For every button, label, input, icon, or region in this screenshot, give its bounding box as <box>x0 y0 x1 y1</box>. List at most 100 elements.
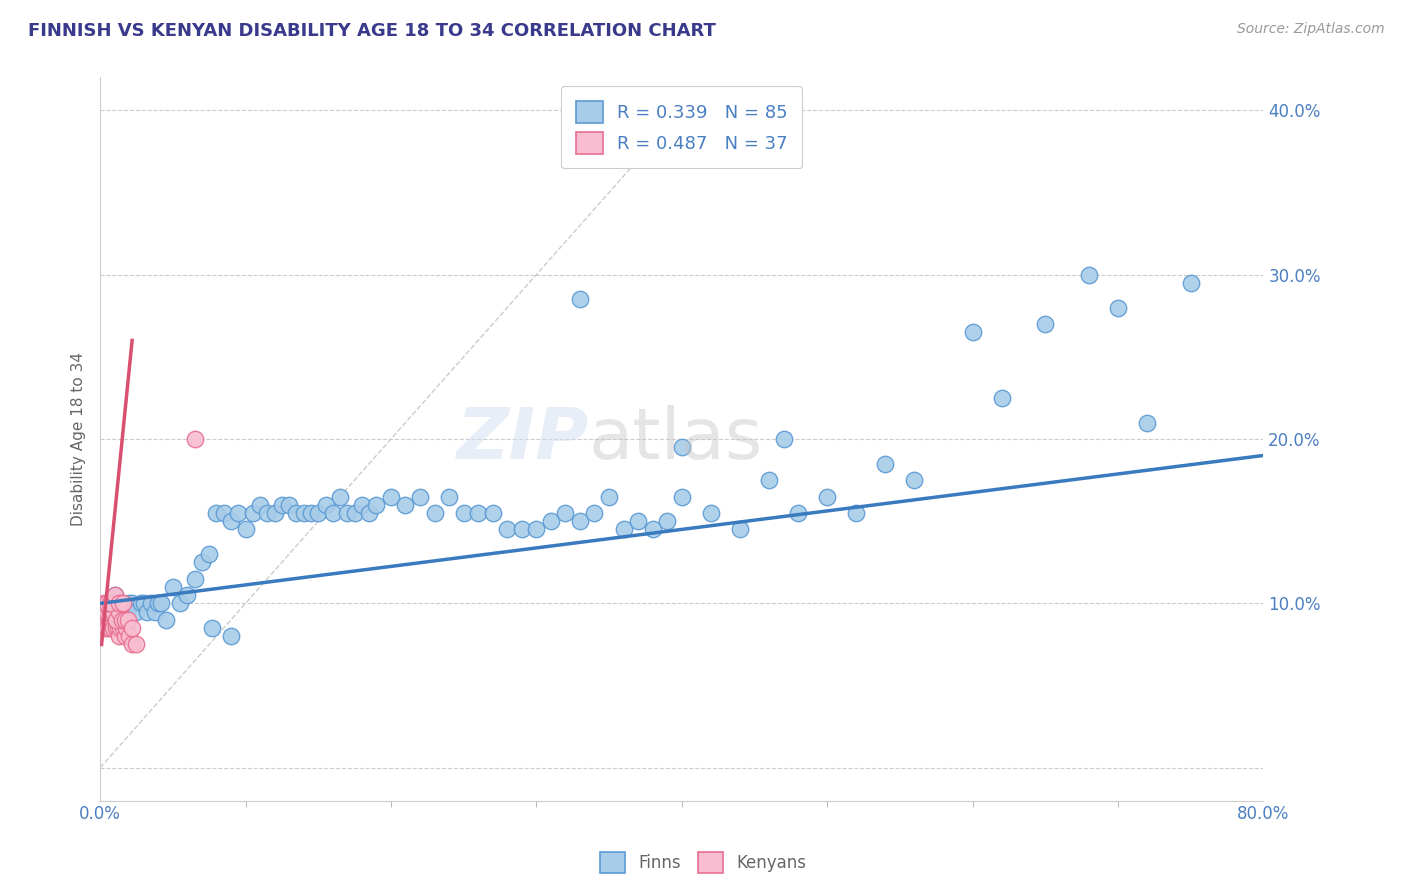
Point <box>121 596 143 610</box>
Point <box>394 498 416 512</box>
Point <box>104 588 127 602</box>
Point <box>772 432 794 446</box>
Text: atlas: atlas <box>589 405 763 474</box>
Point <box>121 621 143 635</box>
Point <box>135 605 157 619</box>
Point <box>198 547 221 561</box>
Text: ZIP: ZIP <box>457 405 589 474</box>
Point <box>169 596 191 610</box>
Point <box>671 440 693 454</box>
Point <box>176 588 198 602</box>
Point <box>366 498 388 512</box>
Point <box>219 629 242 643</box>
Point <box>641 523 664 537</box>
Point <box>111 596 134 610</box>
Point <box>903 473 925 487</box>
Point <box>107 621 129 635</box>
Point <box>815 490 838 504</box>
Legend: R = 0.339   N = 85, R = 0.487   N = 37: R = 0.339 N = 85, R = 0.487 N = 37 <box>561 87 803 169</box>
Point <box>540 514 562 528</box>
Point <box>96 605 118 619</box>
Point <box>242 506 264 520</box>
Point <box>1033 317 1056 331</box>
Point <box>93 596 115 610</box>
Point <box>125 605 148 619</box>
Point <box>467 506 489 520</box>
Point <box>307 506 329 520</box>
Point <box>481 506 503 520</box>
Point <box>139 596 162 610</box>
Text: Source: ZipAtlas.com: Source: ZipAtlas.com <box>1237 22 1385 37</box>
Point <box>292 506 315 520</box>
Point <box>121 638 143 652</box>
Point <box>758 473 780 487</box>
Point <box>97 613 120 627</box>
Point <box>423 506 446 520</box>
Point <box>568 514 591 528</box>
Point <box>1107 301 1129 315</box>
Point <box>1077 268 1099 282</box>
Legend: Finns, Kenyans: Finns, Kenyans <box>593 846 813 880</box>
Point <box>568 293 591 307</box>
Point <box>322 506 344 520</box>
Point <box>115 621 138 635</box>
Point <box>111 613 134 627</box>
Point <box>145 605 167 619</box>
Point <box>98 621 121 635</box>
Point <box>299 506 322 520</box>
Point <box>278 498 301 512</box>
Point <box>212 506 235 520</box>
Point <box>598 490 620 504</box>
Point <box>510 523 533 537</box>
Point <box>91 613 114 627</box>
Point <box>108 629 131 643</box>
Point <box>103 605 125 619</box>
Point <box>437 490 460 504</box>
Point <box>150 596 173 610</box>
Point <box>263 506 285 520</box>
Point <box>226 506 249 520</box>
Point <box>219 514 242 528</box>
Point <box>409 490 432 504</box>
Point <box>98 596 121 610</box>
Point <box>787 506 810 520</box>
Point <box>554 506 576 520</box>
Point <box>205 506 228 520</box>
Point <box>112 621 135 635</box>
Point <box>107 596 129 610</box>
Point <box>845 506 868 520</box>
Point <box>162 580 184 594</box>
Point <box>118 629 141 643</box>
Point <box>114 629 136 643</box>
Point <box>94 613 117 627</box>
Text: FINNISH VS KENYAN DISABILITY AGE 18 TO 34 CORRELATION CHART: FINNISH VS KENYAN DISABILITY AGE 18 TO 3… <box>28 22 716 40</box>
Point <box>108 596 131 610</box>
Point <box>380 490 402 504</box>
Point <box>191 555 214 569</box>
Point <box>115 605 138 619</box>
Point <box>183 432 205 446</box>
Y-axis label: Disability Age 18 to 34: Disability Age 18 to 34 <box>72 352 86 526</box>
Point <box>627 514 650 528</box>
Point <box>104 613 127 627</box>
Point <box>496 523 519 537</box>
Point <box>105 621 128 635</box>
Point <box>524 523 547 537</box>
Point <box>343 506 366 520</box>
Point <box>350 498 373 512</box>
Point <box>129 596 152 610</box>
Point <box>201 621 224 635</box>
Point <box>132 596 155 610</box>
Point <box>125 638 148 652</box>
Point <box>105 613 128 627</box>
Point <box>285 506 308 520</box>
Point <box>270 498 292 512</box>
Point <box>875 457 897 471</box>
Point <box>111 613 134 627</box>
Point <box>249 498 271 512</box>
Point <box>728 523 751 537</box>
Point <box>100 613 122 627</box>
Point <box>1136 416 1159 430</box>
Point <box>453 506 475 520</box>
Point <box>104 588 127 602</box>
